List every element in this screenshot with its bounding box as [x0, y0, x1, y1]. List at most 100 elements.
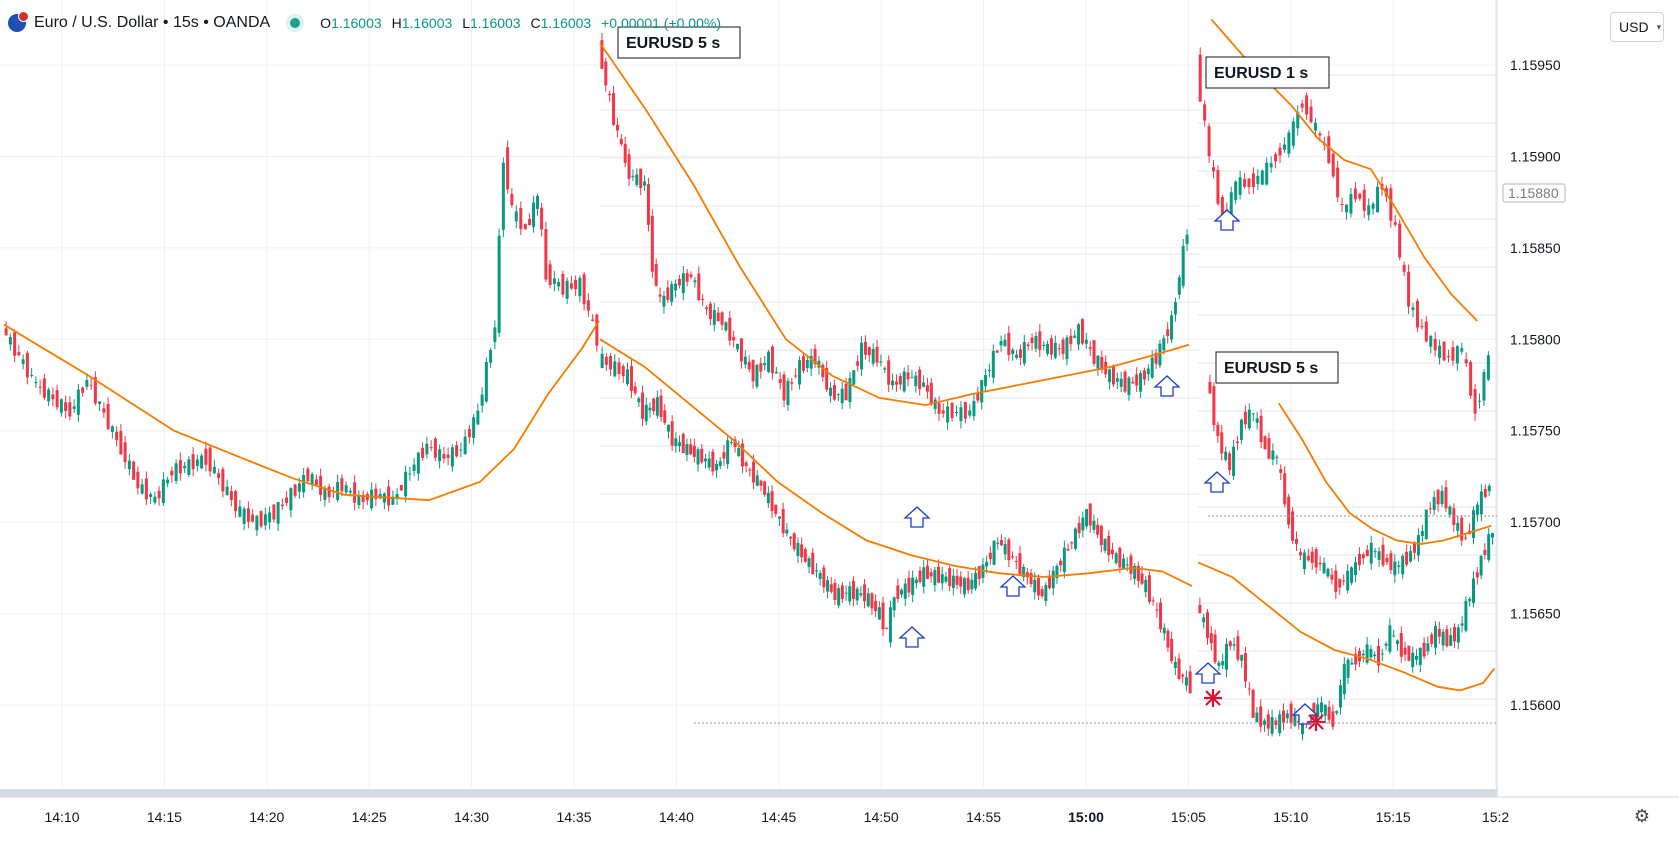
candle-down [1266, 714, 1270, 729]
candle-down [340, 478, 344, 492]
time-tick-label: 15:00 [1068, 809, 1104, 825]
candle-up [1184, 677, 1188, 686]
candle-up [1158, 343, 1162, 366]
candle-up [643, 181, 647, 186]
candle-down [813, 348, 817, 365]
candle-up [1468, 598, 1472, 602]
candle-up [962, 578, 966, 595]
market-status-icon[interactable] [290, 18, 301, 28]
candle-down [966, 577, 970, 591]
candle-down [697, 273, 701, 301]
candle-up [696, 449, 700, 465]
candle-down [829, 584, 833, 592]
candle-down [399, 485, 403, 491]
candle-up [914, 375, 918, 387]
candle-down [1312, 703, 1316, 718]
candle-down [1011, 556, 1015, 558]
candle-down [1088, 347, 1092, 349]
candle-down [751, 360, 755, 382]
candle-down [208, 447, 212, 472]
candle-up [1150, 357, 1154, 378]
candle-down [353, 482, 357, 503]
currency-selector[interactable]: USD ▾ [1610, 12, 1664, 42]
candle-up [1073, 335, 1077, 338]
candle-up [666, 424, 670, 432]
candle-down [609, 356, 613, 370]
candle-up [357, 495, 361, 506]
candle-down [1318, 562, 1322, 565]
candle-up [30, 374, 34, 376]
candle-up [685, 444, 689, 455]
candle-down [1483, 549, 1487, 555]
candle-up [404, 471, 408, 497]
candle-up [268, 512, 272, 523]
candle-down [1402, 264, 1406, 272]
candle-down [1198, 604, 1202, 614]
candle-down [722, 452, 726, 459]
candle-up [183, 465, 187, 469]
candle-up [195, 459, 199, 467]
candle-up [1434, 626, 1437, 648]
candle-up [140, 484, 144, 494]
candle-up [766, 492, 770, 504]
candle-up [412, 464, 416, 471]
price-tick-label: 1.15850 [1510, 240, 1561, 256]
candle-up [1229, 192, 1233, 215]
candle-up [1133, 565, 1137, 579]
candle-up [910, 377, 914, 379]
candle-down [881, 602, 885, 630]
candle-down [1142, 370, 1146, 380]
candle-down [1464, 537, 1468, 539]
candle-up [974, 572, 978, 589]
candle-up [860, 342, 864, 370]
candle-down [907, 577, 911, 593]
candle-down [1244, 652, 1247, 682]
candle-up [1342, 664, 1346, 695]
candle-up [484, 361, 488, 402]
candle-down [887, 360, 891, 385]
candle-down [510, 194, 514, 206]
candle-down [1309, 106, 1313, 123]
candle-up [678, 442, 682, 446]
candle-up [681, 273, 685, 294]
time-tick-label: 14:45 [761, 809, 796, 825]
time-tick-label: 14:25 [352, 809, 387, 825]
candle-up [1139, 373, 1143, 392]
price-tick-label: 1.15750 [1510, 423, 1561, 439]
candle-down [1049, 338, 1053, 355]
candle-down [1129, 555, 1133, 574]
candle-down [1381, 544, 1385, 566]
symbol-title[interactable]: Euro / U.S. Dollar • 15s • OANDA [34, 14, 271, 31]
candle-down [1263, 436, 1267, 450]
candle-up [501, 162, 505, 230]
candle-down [1453, 627, 1456, 642]
candle-up [1185, 234, 1189, 244]
close-value: 1.16003 [540, 15, 592, 31]
candle-down [1096, 524, 1100, 535]
candle-down [770, 346, 774, 374]
candle-down [1327, 706, 1331, 720]
candle-down [1464, 359, 1468, 364]
candle-down [1334, 570, 1338, 592]
gear-icon[interactable]: ⚙ [1633, 806, 1651, 826]
moving-average-line [3, 320, 600, 502]
candle-up [888, 607, 892, 643]
candle-up [1073, 528, 1077, 549]
candle-down [1007, 539, 1011, 561]
candle-down [1445, 629, 1449, 647]
candle-down [1398, 223, 1402, 258]
candle-down [1377, 645, 1380, 666]
candle-up [127, 460, 131, 470]
candle-up [1350, 567, 1354, 583]
candle-down [976, 392, 980, 401]
candle-down [1428, 508, 1432, 510]
candle-down [621, 366, 625, 376]
candle-up [1296, 112, 1300, 129]
candle-down [825, 367, 829, 390]
candle-down [1259, 415, 1263, 443]
candle-down [1026, 344, 1030, 347]
candle-down [720, 312, 724, 325]
time-scrollbar[interactable] [0, 789, 1497, 797]
